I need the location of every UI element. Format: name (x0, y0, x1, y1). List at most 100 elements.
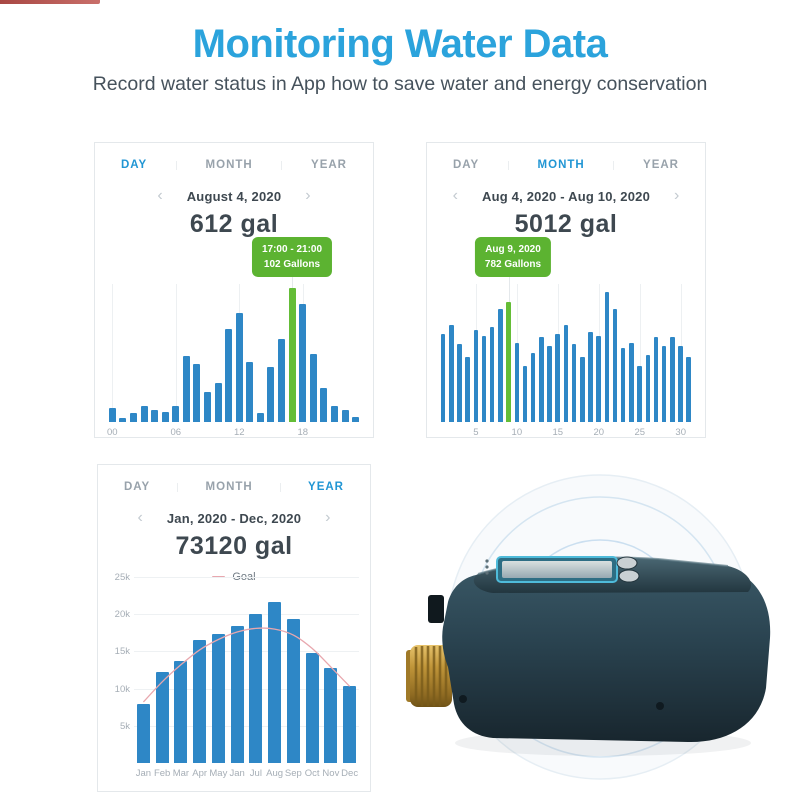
bar[interactable] (330, 406, 338, 422)
daily-bar-chart[interactable] (439, 275, 693, 422)
bar[interactable] (604, 291, 610, 422)
yearly-bar-chart[interactable] (134, 577, 359, 763)
period-selector: ‹ Jan, 2020 - Dec, 2020 › (98, 510, 370, 526)
bar-slot (350, 284, 361, 422)
tab-month[interactable]: MONTH (205, 481, 253, 493)
bar[interactable] (498, 309, 503, 422)
bar[interactable] (670, 337, 675, 422)
bar[interactable] (119, 418, 127, 422)
prev-period-button[interactable]: ‹ (157, 187, 163, 204)
bar-slot (303, 577, 322, 763)
bar[interactable] (678, 346, 683, 422)
tab-month[interactable]: MONTH (537, 159, 585, 171)
bar[interactable] (214, 382, 222, 422)
bar[interactable] (547, 346, 552, 422)
bar[interactable] (129, 412, 137, 422)
bar[interactable] (305, 652, 319, 763)
bar[interactable] (637, 365, 642, 422)
bar[interactable] (449, 324, 454, 422)
tab-day[interactable]: DAY (124, 481, 151, 493)
tab-year[interactable]: YEAR (311, 159, 347, 171)
highlighted-bar[interactable] (288, 287, 296, 422)
x-tick-label: Dec (341, 768, 359, 779)
bar[interactable] (563, 324, 569, 422)
bar[interactable] (539, 337, 544, 422)
bar[interactable] (465, 356, 470, 422)
bar[interactable] (203, 391, 211, 422)
bar[interactable] (309, 353, 317, 422)
bar[interactable] (211, 633, 225, 763)
usage-card-month: DAY MONTH YEAR ‹ Aug 4, 2020 - Aug 10, 2… (426, 142, 706, 438)
bar[interactable] (286, 619, 300, 763)
bar[interactable] (174, 661, 188, 763)
bar[interactable] (155, 671, 169, 763)
bar[interactable] (588, 332, 593, 422)
bar[interactable] (580, 356, 585, 422)
bar[interactable] (440, 333, 446, 422)
bar[interactable] (249, 614, 263, 763)
bar-slot (139, 284, 150, 422)
bar[interactable] (256, 412, 264, 422)
bar[interactable] (661, 346, 667, 422)
bar-slot (685, 284, 693, 422)
bar[interactable] (278, 339, 286, 422)
bar[interactable] (267, 366, 275, 422)
bar[interactable] (629, 342, 634, 422)
total-usage: 612 gal (189, 210, 279, 238)
x-tick-label: 15 (552, 427, 564, 438)
bar[interactable] (473, 330, 479, 422)
bar[interactable] (530, 353, 536, 422)
bar[interactable] (686, 356, 691, 422)
highlighted-bar[interactable] (506, 302, 511, 422)
bar[interactable] (235, 312, 243, 422)
prev-period-button[interactable]: ‹ (137, 509, 143, 526)
tab-year[interactable]: YEAR (643, 159, 679, 171)
bar[interactable] (324, 667, 338, 763)
bar[interactable] (343, 685, 357, 763)
bar[interactable] (341, 410, 349, 422)
bar[interactable] (268, 601, 282, 763)
bar[interactable] (620, 347, 626, 422)
bar[interactable] (571, 344, 577, 422)
bar[interactable] (612, 309, 618, 422)
bar[interactable] (514, 342, 520, 422)
prev-period-button[interactable]: ‹ (452, 187, 458, 204)
bar[interactable] (246, 361, 254, 422)
bar[interactable] (182, 356, 190, 422)
hourly-bar-chart[interactable] (107, 275, 361, 422)
bar[interactable] (320, 387, 328, 422)
bar[interactable] (489, 326, 495, 422)
bar[interactable] (352, 416, 360, 422)
bar[interactable] (457, 344, 462, 422)
tab-year[interactable]: YEAR (308, 481, 344, 493)
bar-slot (297, 284, 308, 422)
bar[interactable] (172, 406, 180, 422)
bar[interactable] (522, 365, 528, 422)
bar[interactable] (596, 335, 601, 422)
bar[interactable] (481, 335, 487, 422)
bar[interactable] (193, 639, 207, 763)
bar[interactable] (653, 337, 659, 422)
bar[interactable] (140, 406, 148, 422)
gridline (639, 284, 641, 422)
bar[interactable] (108, 407, 116, 422)
y-tick-label: 10k (114, 683, 130, 695)
bar[interactable] (193, 364, 201, 422)
bar[interactable] (225, 328, 233, 422)
bar[interactable] (555, 333, 560, 422)
bar-slot (170, 284, 181, 422)
bar[interactable] (645, 355, 651, 422)
bar[interactable] (299, 303, 307, 422)
bar[interactable] (230, 626, 244, 763)
next-period-button[interactable]: › (674, 187, 680, 204)
tab-month[interactable]: MONTH (205, 159, 253, 171)
tab-day[interactable]: DAY (453, 159, 480, 171)
bar[interactable] (151, 410, 159, 422)
next-period-button[interactable]: › (325, 509, 331, 526)
bar-slot (340, 284, 351, 422)
bar[interactable] (136, 704, 150, 763)
bar[interactable] (161, 411, 169, 422)
tab-day[interactable]: DAY (121, 159, 148, 171)
next-period-button[interactable]: › (305, 187, 311, 204)
gridline (175, 284, 177, 422)
